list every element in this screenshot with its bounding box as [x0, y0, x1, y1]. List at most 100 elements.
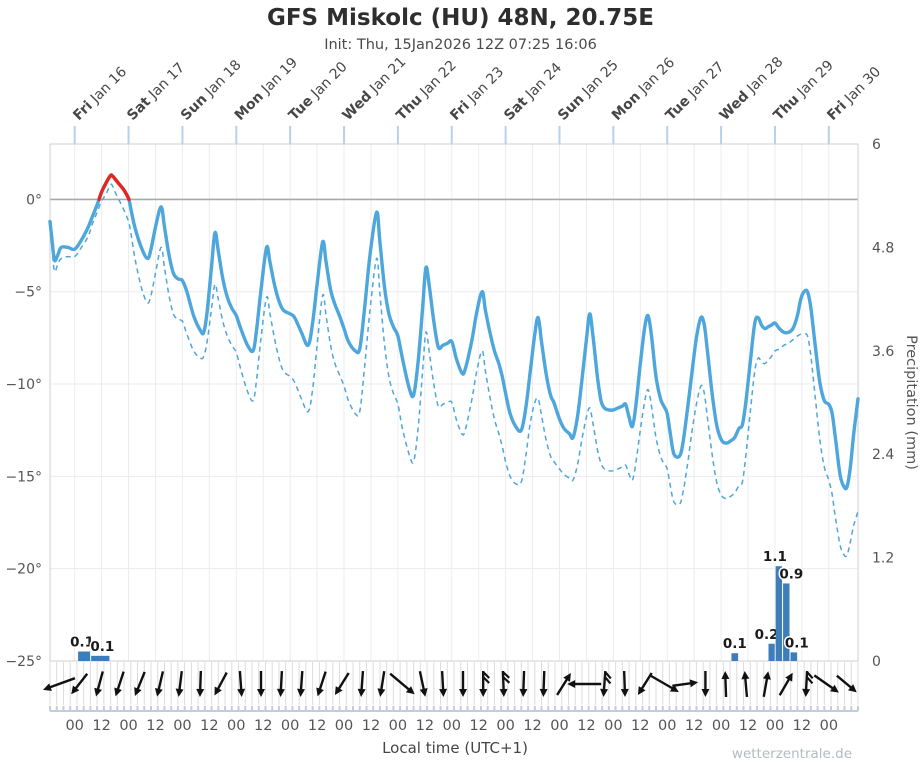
hour-tick-label: 12: [577, 718, 595, 734]
hour-tick-label: 12: [308, 718, 326, 734]
y-right-tick-label: 6: [872, 137, 881, 153]
wind-arrow: [479, 671, 490, 697]
wind-arrow: [357, 670, 366, 697]
hour-tick-label: 00: [227, 718, 245, 734]
wind-arrow: [802, 670, 814, 697]
precip-value-label: 0.2: [755, 627, 779, 643]
wind-arrow: [439, 670, 448, 697]
precip-bar: [783, 583, 790, 661]
hour-tick-label: 00: [604, 718, 622, 734]
wind-arrow: [539, 670, 548, 697]
wind-arrow: [600, 670, 612, 697]
precip-value-label: 0.1: [90, 639, 114, 655]
precip-bar: [768, 643, 775, 661]
hour-tick-label: 00: [443, 718, 461, 734]
dewpoint-line: [49, 183, 859, 558]
hour-tick-label: 12: [523, 718, 541, 734]
y-left-tick-label: −10°: [5, 377, 42, 393]
hour-tick-label: 12: [146, 718, 164, 734]
hour-tick-label: 12: [793, 718, 811, 734]
hour-tick-label: 00: [65, 718, 83, 734]
hour-tick-label: 00: [389, 718, 407, 734]
hour-tick-label: 12: [631, 718, 649, 734]
hour-tick-label: 00: [281, 718, 299, 734]
wind-arrow: [650, 674, 679, 692]
hour-tick-label: 12: [685, 718, 703, 734]
wind-arrow: [778, 672, 793, 696]
hour-tick-label: 00: [712, 718, 730, 734]
wind-arrow: [741, 671, 750, 698]
y-right-tick-label: 2.4: [872, 447, 894, 463]
day-label: Fri Jan 23: [447, 64, 507, 124]
wind-arrow: [114, 671, 125, 697]
wind-arrow: [257, 671, 265, 697]
wind-band: [49, 662, 859, 712]
wind-arrow: [556, 672, 571, 696]
wind-arrow: [701, 671, 710, 697]
precip-bar: [91, 655, 110, 661]
plot-frame: [49, 143, 859, 662]
hour-tick-label: 00: [173, 718, 191, 734]
wind-arrow: [214, 671, 228, 696]
wind-arrow: [43, 677, 76, 691]
wind-arrow: [620, 670, 629, 697]
y-left-tick-label: −20°: [5, 562, 42, 578]
wind-arrow: [637, 672, 653, 696]
precip-value-label: 0.9: [779, 566, 803, 582]
hour-tick-label: 12: [362, 718, 380, 734]
hour-tick-label: 00: [335, 718, 353, 734]
temperature-line: [48, 173, 860, 491]
wind-arrow: [134, 671, 146, 697]
wind-arrow: [334, 672, 350, 696]
wind-arrow: [721, 671, 730, 698]
hour-tick-label: 00: [496, 718, 514, 734]
y-left-tick-label: 0°: [26, 192, 42, 208]
axis-labels: 0° −5° −10° −15° −20° −25° 6 4.8 3.6 2.4 1.2 0 Preci…: [5, 137, 919, 734]
wind-arrow: [418, 671, 428, 697]
hour-tick-label: 00: [550, 718, 568, 734]
precip-bar: [78, 651, 91, 661]
y-right-tick-label: 1.2: [872, 551, 894, 567]
wind-arrow: [389, 672, 415, 695]
precip-bar: [731, 653, 739, 661]
y-right-axis-title: Precipitation (mm): [903, 335, 919, 470]
wind-arrow: [519, 670, 528, 697]
precip-value-label: 1.1: [763, 549, 787, 565]
precip-value-label: 0.1: [785, 635, 809, 651]
hour-tick-label: 12: [92, 718, 110, 734]
wind-arrow: [154, 671, 165, 697]
precip-bars: 0.10.1 0.10.21.10.90.1: [69, 548, 810, 661]
temperature-above-zero-line: [97, 173, 131, 202]
wind-arrow: [672, 679, 699, 688]
day-label: Fri Jan 30: [824, 64, 884, 124]
y-left-tick-label: −5°: [14, 285, 42, 301]
y-left-tick-label: −15°: [5, 469, 42, 485]
chart-title: GFS Miskolc (HU) 48N, 20.75E: [266, 5, 655, 31]
hour-tick-label: 12: [254, 718, 272, 734]
wind-arrow: [196, 670, 205, 697]
hour-tick-label: 12: [200, 718, 218, 734]
wind-arrow: [71, 673, 89, 695]
precip-bar: [775, 566, 783, 661]
x-axis-title: Local time (UTC+1): [382, 739, 528, 757]
hour-tick-label: 00: [119, 718, 137, 734]
wind-arrow: [836, 674, 857, 693]
wind-arrow: [316, 671, 327, 697]
day-ticks: [73, 126, 830, 144]
precip-value-label: 0.1: [723, 636, 747, 652]
wind-arrow: [276, 670, 285, 697]
wind-arrow: [567, 680, 602, 688]
wind-arrow: [175, 670, 184, 697]
wind-arrow: [94, 671, 104, 697]
wind-arrow: [499, 670, 511, 697]
wind-arrow: [237, 670, 246, 697]
wind-arrows: [43, 670, 857, 698]
wind-arrow: [762, 671, 771, 698]
y-left-tick-label: −25°: [5, 654, 42, 670]
wind-arrow: [813, 674, 839, 693]
chart-subtitle: Init: Thu, 15Jan2026 12Z 07:25 16:06: [324, 37, 597, 53]
wind-arrow: [459, 671, 467, 697]
